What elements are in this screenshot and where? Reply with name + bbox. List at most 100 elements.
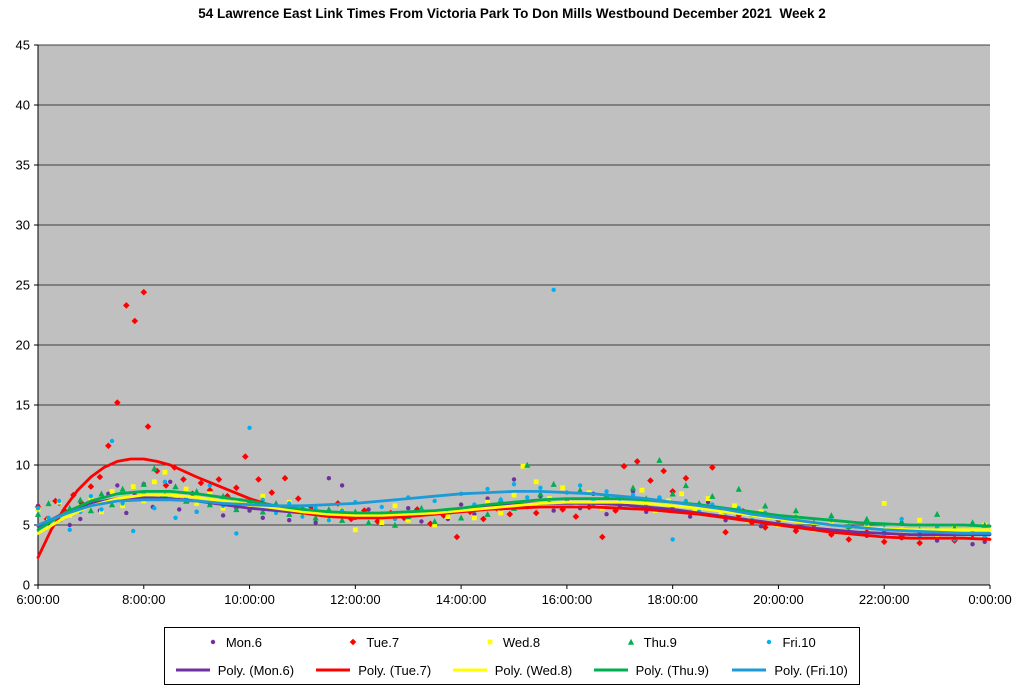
x-tick-label: 20:00:00 (753, 592, 804, 607)
scatter-point (313, 520, 318, 525)
scatter-point (374, 518, 381, 525)
scatter-point (419, 519, 424, 524)
triangle-marker-icon (627, 638, 634, 645)
scatter-point (115, 483, 120, 488)
scatter-point (247, 425, 252, 430)
scatter-point (87, 483, 95, 490)
scatter-point (120, 501, 125, 506)
scatter-point (550, 480, 557, 487)
plot-area: 0 5 10 15 20 25 30 35 40 45 6:00:00 8:00:00 10:00:00… (16, 38, 1012, 608)
scatter-point (732, 503, 737, 509)
scatter-point (88, 494, 94, 499)
scatter-point (432, 498, 437, 504)
scatter-point (233, 506, 240, 513)
scatter-point (480, 515, 487, 523)
scatter-point (339, 516, 346, 523)
scatter-point (131, 317, 139, 325)
scatter-point (109, 489, 115, 494)
scatter-point (863, 515, 870, 522)
scatter-point (511, 477, 517, 482)
scatter-point (881, 501, 887, 506)
scatter-point (140, 480, 147, 487)
legend-label: Mon.6 (225, 634, 262, 650)
scatter-point (620, 462, 628, 470)
scatter-point (709, 492, 716, 499)
scatter-point (162, 479, 168, 484)
x-tick-label: 16:00:00 (542, 592, 593, 607)
scatter-point (177, 507, 182, 512)
scatter-point (405, 517, 411, 523)
scatter-point (210, 639, 216, 645)
y-tick-label: 25 (16, 278, 30, 293)
scatter-point (647, 477, 654, 484)
scatter-point (458, 502, 464, 507)
scatter-point (639, 487, 645, 493)
scatter-point (162, 469, 168, 475)
scatter-point (629, 484, 637, 491)
scatter-point (194, 509, 199, 514)
scatter-point (300, 514, 305, 519)
scatter-point (173, 515, 178, 520)
circle-marker-icon (767, 639, 772, 645)
x-tick-label: 10:00:00 (224, 592, 275, 607)
scatter-point (108, 501, 116, 508)
legend-item-Wed.8: Wed.8 (443, 635, 582, 650)
scatter-point (123, 302, 130, 309)
scatter-point (718, 511, 724, 517)
scatter-point (131, 528, 136, 534)
scatter-point (538, 485, 543, 490)
scatter-point (365, 519, 372, 526)
legend-label: Thu.9 (643, 634, 677, 650)
scatter-point (87, 507, 94, 514)
scatter-point (485, 486, 490, 492)
scatter-point (172, 483, 179, 490)
scatter-point (220, 505, 226, 511)
scatter-point (445, 514, 451, 519)
poly-line-Fri.10 (36, 489, 992, 535)
x-tick-label: 0:00:00 (968, 592, 1011, 607)
trendline-sample-icon (452, 668, 487, 672)
scatter-point (197, 479, 205, 487)
scatter-point (533, 479, 539, 485)
scatter-point (105, 442, 112, 450)
square-marker-icon (487, 639, 493, 645)
scatter-point (78, 516, 83, 522)
poly-line-Thu.9 (36, 489, 992, 532)
scatter-point (687, 514, 693, 519)
scatter-point (151, 479, 157, 485)
legend-item-Mon.6: Mon.6 (165, 635, 304, 650)
scatter-point (194, 501, 200, 506)
scatter-point (506, 510, 514, 518)
scatter-point (379, 504, 384, 510)
x-tick-label: 6:00:00 (16, 592, 59, 607)
scatter-point (120, 503, 126, 509)
scatter-point (471, 515, 477, 521)
legend-label: Poly. (Thu.9) (635, 662, 710, 678)
trendline-sample-icon (316, 668, 351, 672)
scatter-point (432, 522, 438, 528)
scatter-point (656, 456, 663, 463)
scatter-point (899, 516, 904, 522)
scatter-point (657, 495, 662, 500)
legend-row-markers: Mon.6 Tue.7 Wed.8 Thu.9 Fri.10 (165, 635, 859, 650)
trendline-sample-icon (175, 668, 210, 672)
circle-marker-icon (210, 639, 216, 645)
scatter-point (792, 527, 800, 535)
scatter-point (627, 638, 634, 645)
chart-title: 54 Lawrence East Link Times From Victori… (198, 6, 826, 21)
scatter-point (96, 473, 104, 481)
scatter-point (130, 484, 136, 489)
scatter-point (828, 512, 835, 519)
scatter-point (472, 512, 477, 517)
scatter-point (260, 493, 266, 499)
scatter-point (183, 486, 189, 492)
scatter-point (151, 465, 158, 472)
scatter-point (152, 506, 157, 511)
y-tick-label: 15 (16, 398, 30, 413)
legend-label: Poly. (Mon.6) (217, 662, 295, 678)
scatter-point (281, 474, 289, 482)
scatter-point (525, 495, 530, 500)
scatter-point (406, 506, 411, 511)
scatter-point (705, 496, 711, 501)
scatter-point (458, 514, 465, 521)
